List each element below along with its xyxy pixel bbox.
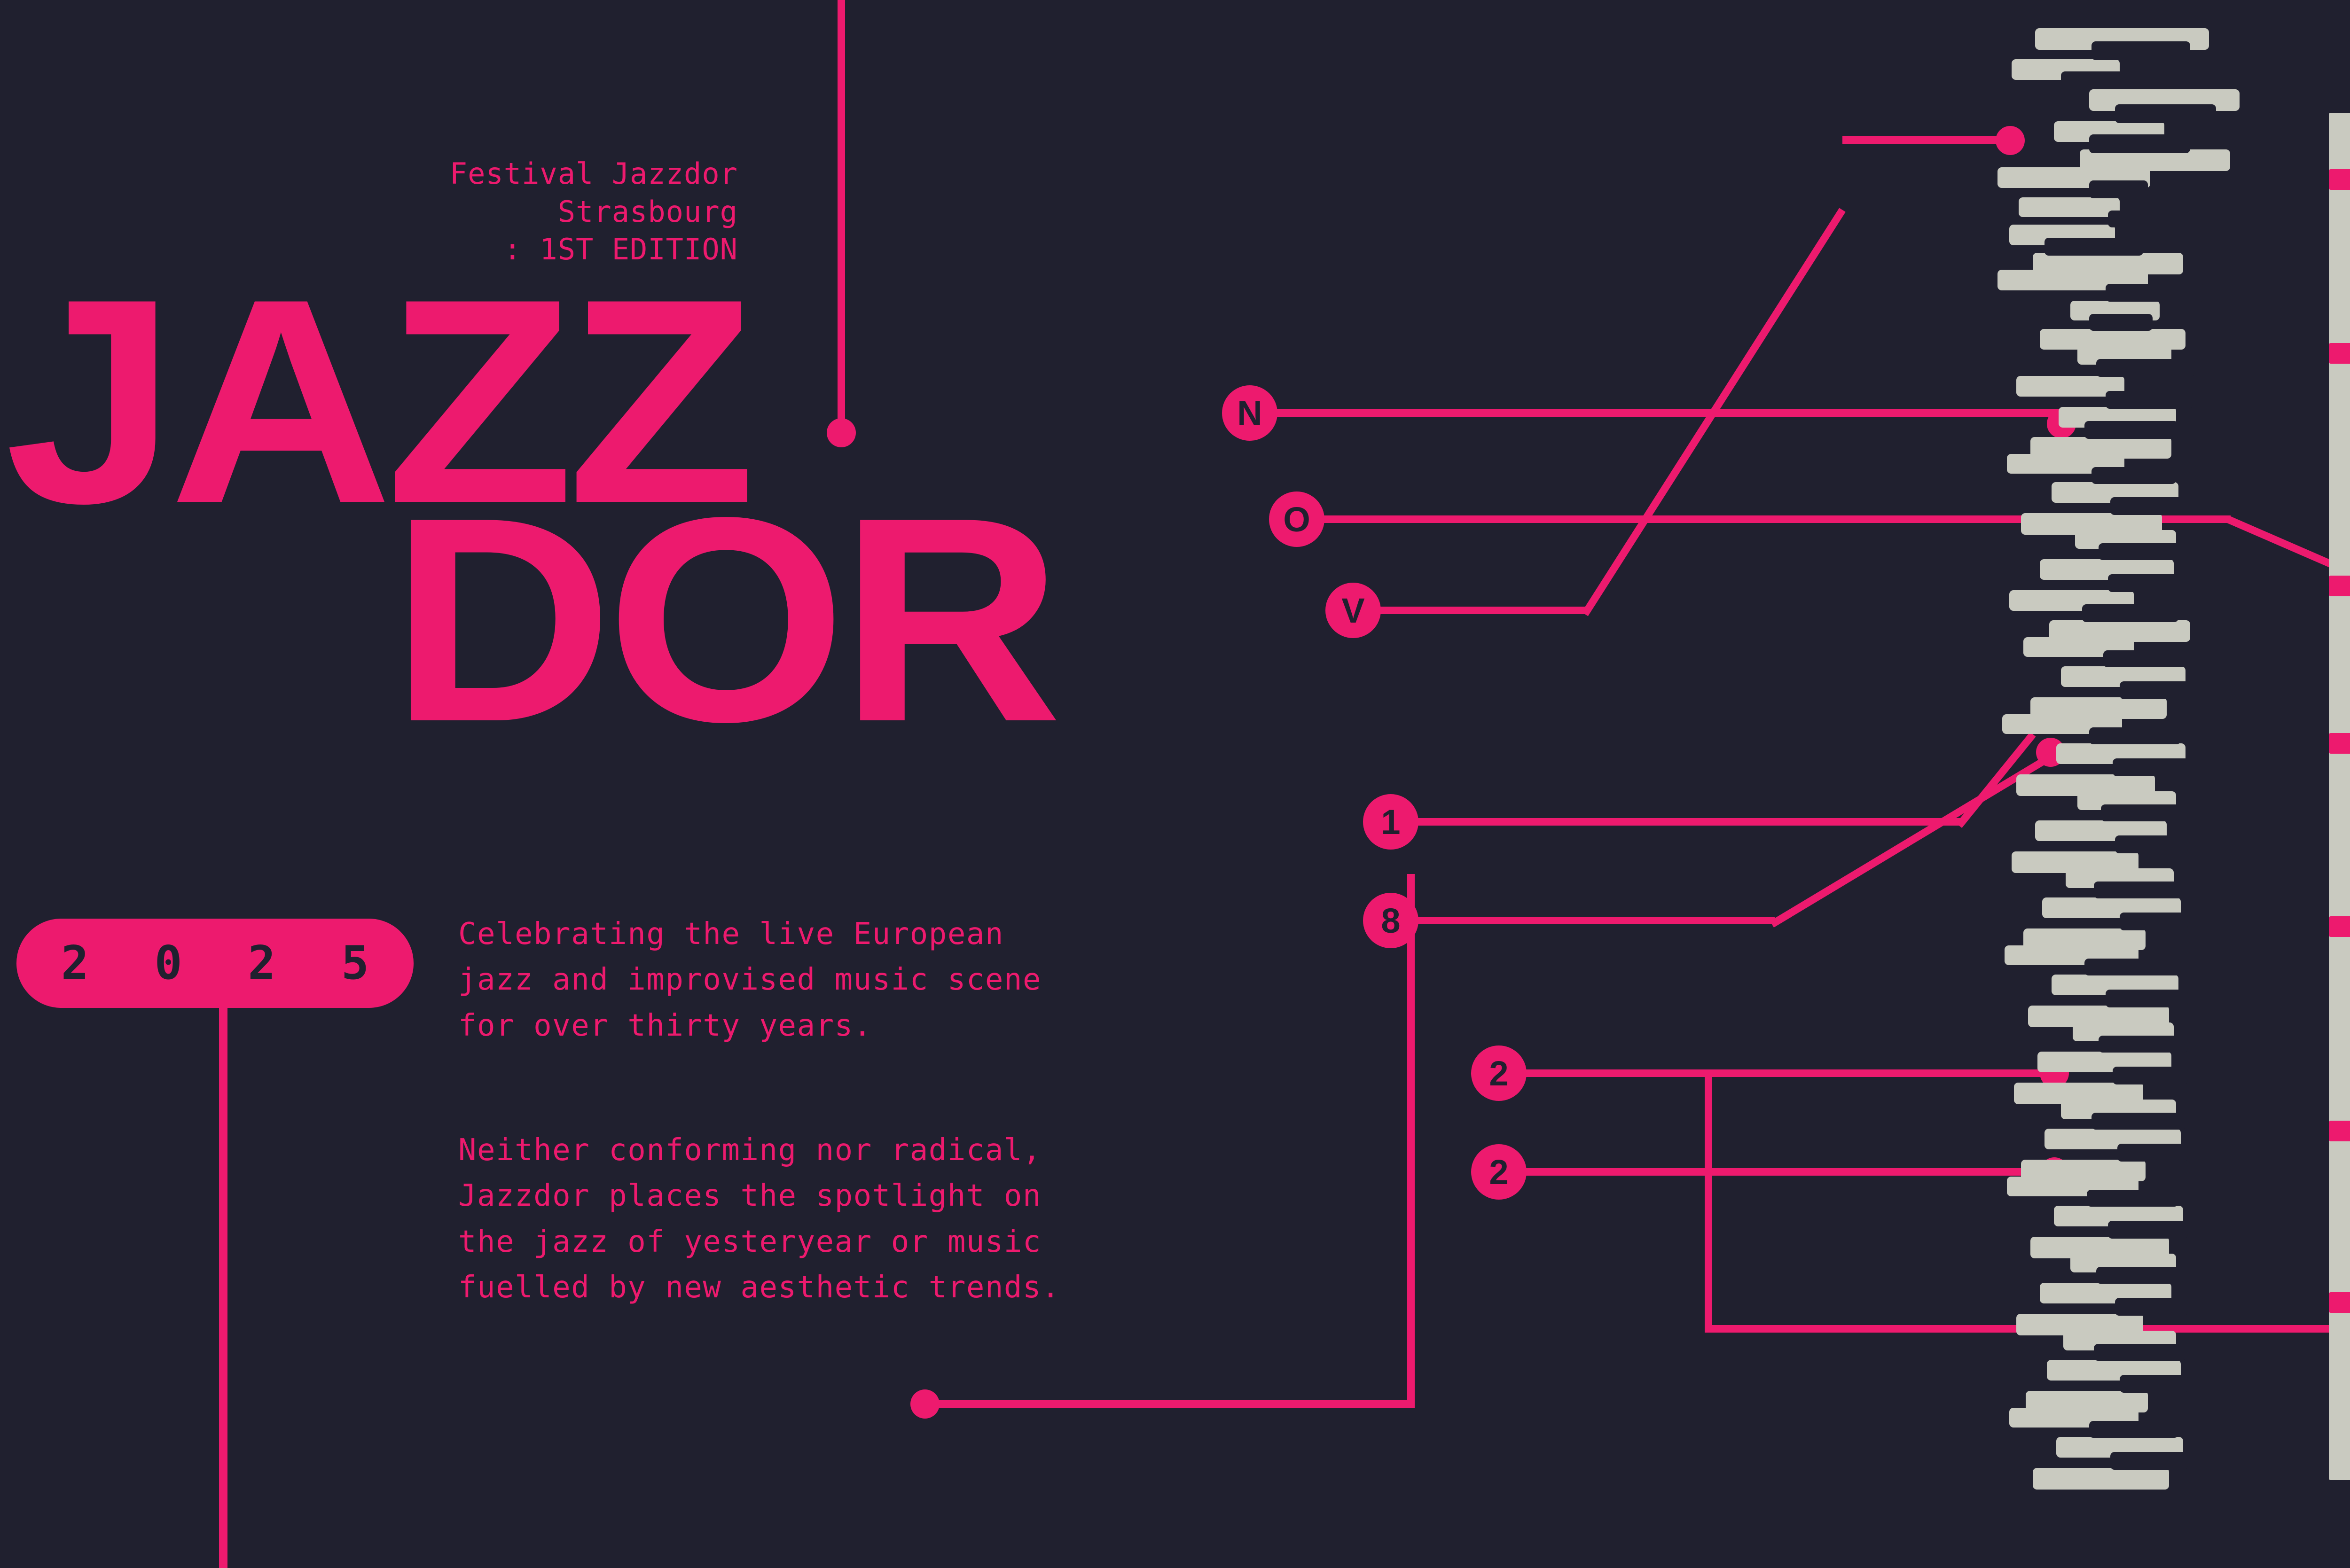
scatter-key-dark (2089, 314, 2153, 331)
scatter-key-dark (2084, 421, 2178, 439)
date-node-2-second-label: 2 (1489, 1152, 1509, 1192)
date-node-n[interactable]: N (1222, 385, 1277, 441)
scatter-key-dark (2115, 835, 2188, 853)
top-hanging-dot (827, 418, 856, 447)
date-node-8-label: 8 (1381, 901, 1401, 940)
scatter-key-dark (2108, 574, 2188, 592)
scatter-key-dark (2101, 804, 2188, 821)
scatter-key-dark (2094, 882, 2186, 898)
description-paragraph: Neither conforming nor radical, Jazzdor … (458, 1133, 1060, 1305)
scatter-key-dark (2115, 1298, 2188, 1316)
scatter-key-dark (2094, 1344, 2186, 1361)
year-badge: 2 0 2 5 (16, 919, 414, 1008)
scatter-key-dark (2108, 211, 2141, 227)
scatter-key-dark (2115, 104, 2216, 123)
connector-o (1324, 515, 2231, 523)
connector-2-second (1526, 1168, 2061, 1176)
date-node-o-label: O (1283, 499, 1310, 539)
date-node-2-first[interactable]: 2 (1471, 1045, 1527, 1101)
wordmark-line-dor: DOR (390, 457, 1063, 782)
scatter-key-dark (2087, 1190, 2178, 1207)
year-badge-stem-line (219, 1006, 227, 1568)
scatter-key-light (2019, 197, 2120, 217)
keyboard-accent-row (2329, 169, 2350, 190)
scatter-key-dark (2089, 1421, 2178, 1438)
date-node-v[interactable]: V (1325, 583, 1381, 638)
bottom-left-riser (1407, 874, 1415, 1404)
scatter-key-dark (2082, 604, 2178, 622)
scatter-key-dark (2092, 41, 2190, 60)
scatter-key-dark (2113, 1067, 2188, 1084)
scatter-key-dark (2106, 990, 2188, 1007)
connector-v-top (1842, 136, 2012, 144)
connector-8 (1418, 917, 1775, 924)
scatter-key-dark (2061, 71, 2167, 89)
scatter-key-dark (2089, 727, 2181, 744)
date-node-8[interactable]: 8 (1363, 893, 1418, 948)
keyboard-accent-row (2329, 733, 2350, 754)
scatter-key-dark (2092, 467, 2176, 484)
date-node-2-second[interactable]: 2 (1471, 1144, 1527, 1200)
date-node-n-label: N (1237, 393, 1262, 433)
date-node-v-label: V (1341, 591, 1365, 630)
scatter-key-dark (2099, 1036, 2188, 1053)
top-hanging-line (838, 0, 845, 423)
festival-eyebrow: Festival Jazzdor Strasbourg : 1ST EDITIO… (449, 156, 738, 267)
keyboard-accent-row (2329, 1121, 2350, 1141)
scatter-key-dark (2117, 1144, 2188, 1162)
scatter-key-light (2033, 1468, 2169, 1490)
date-node-2-first-label: 2 (1489, 1053, 1509, 1093)
year-digit-3: 5 (341, 936, 369, 990)
scatter-key-dark (2110, 497, 2186, 515)
scatter-key-dark (2096, 1267, 2183, 1284)
scatter-key-dark (2044, 238, 2143, 256)
keyboard-accent-row (2329, 576, 2350, 596)
scatter-key-dark (2120, 913, 2188, 930)
bottom-left-connector (925, 1400, 1415, 1408)
scattered-keys-graphic (1965, 0, 2265, 1568)
connector-v-dot (1996, 126, 2025, 155)
keyboard-accent-row (2329, 343, 2350, 364)
year-digit-2: 2 (248, 936, 276, 990)
connector-1 (1418, 818, 1963, 826)
date-node-o[interactable]: O (1269, 491, 1324, 547)
intro-paragraph: Celebrating the live European jazz and i… (458, 917, 1042, 1043)
connector-n (1277, 409, 2061, 417)
scatter-key-dark (2106, 391, 2193, 409)
year-digit-0: 2 (61, 936, 89, 990)
connector-v (1380, 607, 1587, 614)
scatter-key-dark (2089, 134, 2190, 153)
scatter-key-dark (2110, 1452, 2188, 1470)
scatter-key-dark (2103, 650, 2186, 667)
scatter-key-dark (2120, 1375, 2188, 1393)
scatter-key-dark (2099, 543, 2188, 560)
scatter-key-dark (2084, 959, 2181, 975)
keyboard-accent-row (2329, 916, 2350, 937)
scatter-key-dark (2108, 1221, 2188, 1239)
keyboard-accent-row (2329, 1292, 2350, 1313)
date-trunk-line (1705, 1069, 1712, 1333)
scatter-key-dark (2113, 758, 2190, 776)
scatter-key-dark (2092, 1113, 2186, 1130)
keyboard-strip-graphic (2329, 113, 2350, 1480)
date-node-1[interactable]: 1 (1363, 794, 1418, 850)
scatter-key-dark (2089, 180, 2148, 198)
keyboard-white-body (2329, 113, 2350, 1480)
scatter-key-dark (2106, 284, 2204, 302)
scatter-key-dark (2120, 681, 2190, 699)
date-node-1-label: 1 (1381, 802, 1401, 842)
year-digit-1: 0 (154, 936, 182, 990)
wordmark-line-jazz: JAZZ (5, 239, 756, 564)
scatter-key-dark (2096, 359, 2195, 377)
connector-2-first (1526, 1069, 2061, 1077)
